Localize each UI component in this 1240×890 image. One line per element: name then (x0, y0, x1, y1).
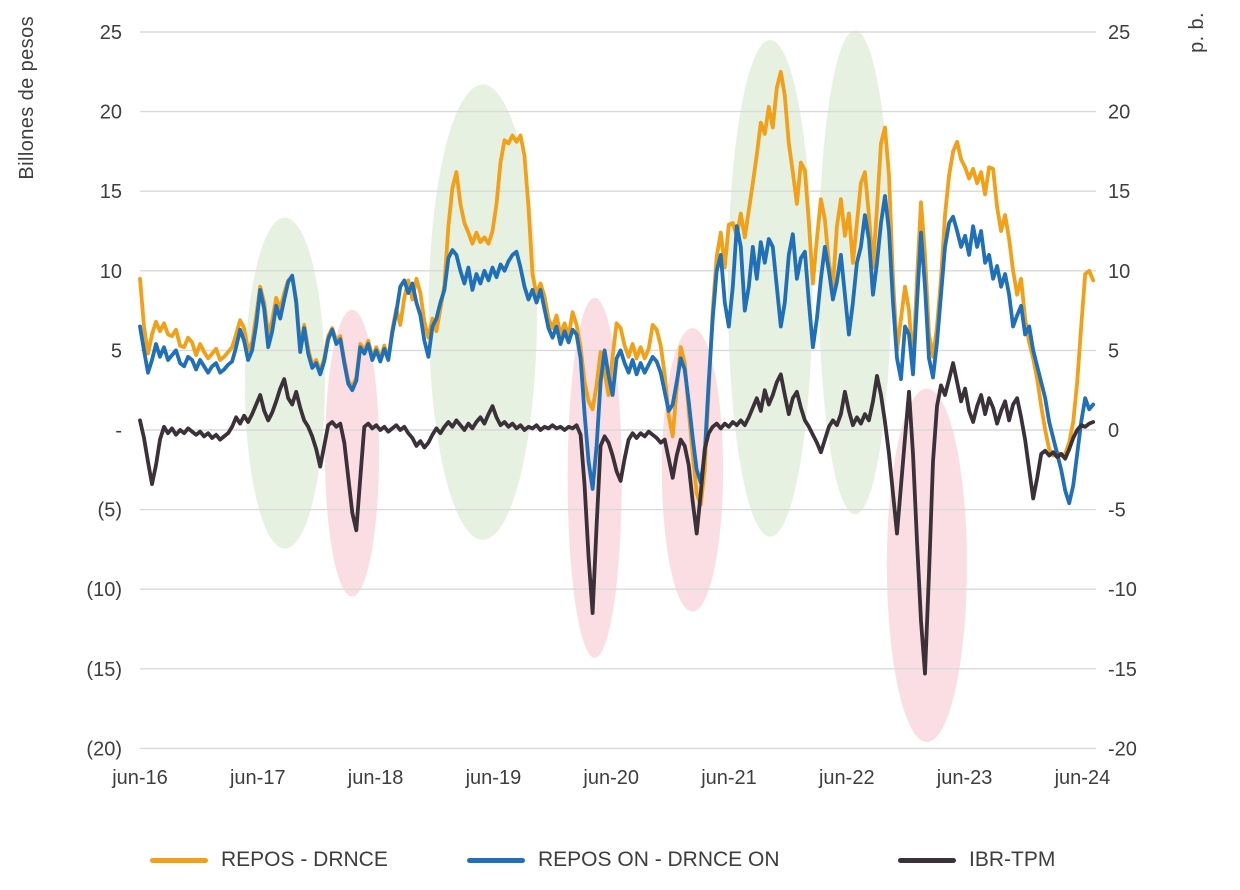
x-axis-tick-label: jun-22 (818, 767, 875, 789)
left-axis-tick-label: 20 (100, 102, 122, 124)
x-axis-tick-label: jun-20 (582, 767, 639, 789)
left-axis-tick-label: 25 (100, 22, 122, 44)
left-axis-tick-label: (15) (86, 659, 122, 681)
x-axis-tick-label: jun-19 (465, 767, 522, 789)
right-axis-tick-label: -15 (1108, 659, 1137, 681)
right-axis-tick-label: -5 (1108, 500, 1126, 522)
legend-item-ibr-tpm: IBR-TPM (898, 843, 1055, 877)
legend-swatch-repos-drnce-icon (150, 857, 208, 863)
left-axis-tick-label: 10 (100, 261, 122, 283)
right-axis-tick-label: 0 (1108, 420, 1119, 442)
right-axis-tick-label: 20 (1108, 102, 1130, 124)
legend-label-repos-drnce: REPOS - DRNCE (221, 848, 388, 871)
highlight-ellipse-pink (324, 309, 380, 597)
x-axis-tick-label: jun-23 (936, 767, 993, 789)
left-axis-tick-label: - (115, 420, 122, 442)
left-axis-tick-label: (10) (86, 579, 122, 601)
x-axis-tick-label: jun-16 (111, 767, 168, 789)
left-axis-tick-label: 5 (111, 340, 122, 362)
legend-label-ibr-tpm: IBR-TPM (969, 848, 1056, 871)
legend-swatch-ibr-tpm-icon (898, 857, 956, 863)
legend-label-repos-on-drnce-on: REPOS ON - DRNCE ON (538, 848, 780, 871)
left-axis-tick-label: (20) (86, 738, 122, 760)
x-axis-tick-label: jun-24 (1054, 767, 1111, 789)
series-line-repos-on-drnce-on (138, 194, 1096, 506)
x-axis-tick-label: jun-18 (347, 767, 404, 789)
legend-item-repos-drnce: REPOS - DRNCE (150, 843, 388, 877)
legend-swatch-repos-on-drnce-on-icon (467, 857, 525, 863)
left-axis-title: Billones de pesos (16, 16, 38, 180)
legend-item-repos-on-drnce-on: REPOS ON - DRNCE ON (467, 843, 780, 877)
right-axis-tick-label: -20 (1108, 738, 1137, 760)
right-axis-title: p. b. (1186, 12, 1208, 53)
highlight-ellipse-green (428, 84, 537, 540)
legend: REPOS - DRNCE REPOS ON - DRNCE ON IBR-TP… (0, 843, 1240, 879)
series-line-ibr-tpm (138, 361, 1096, 676)
right-axis-tick-label: 15 (1108, 181, 1130, 203)
x-axis-tick-label: jun-17 (229, 767, 286, 789)
left-axis-tick-label: 15 (100, 181, 122, 203)
x-axis-tick-label: jun-21 (700, 767, 757, 789)
right-axis-tick-label: 25 (1108, 22, 1130, 44)
highlight-ellipse-pink (886, 388, 967, 743)
right-axis-tick-label: 10 (1108, 261, 1130, 283)
right-axis-tick-label: -10 (1108, 579, 1137, 601)
left-axis-tick-label: (5) (98, 500, 122, 522)
right-axis-tick-label: 5 (1108, 340, 1119, 362)
